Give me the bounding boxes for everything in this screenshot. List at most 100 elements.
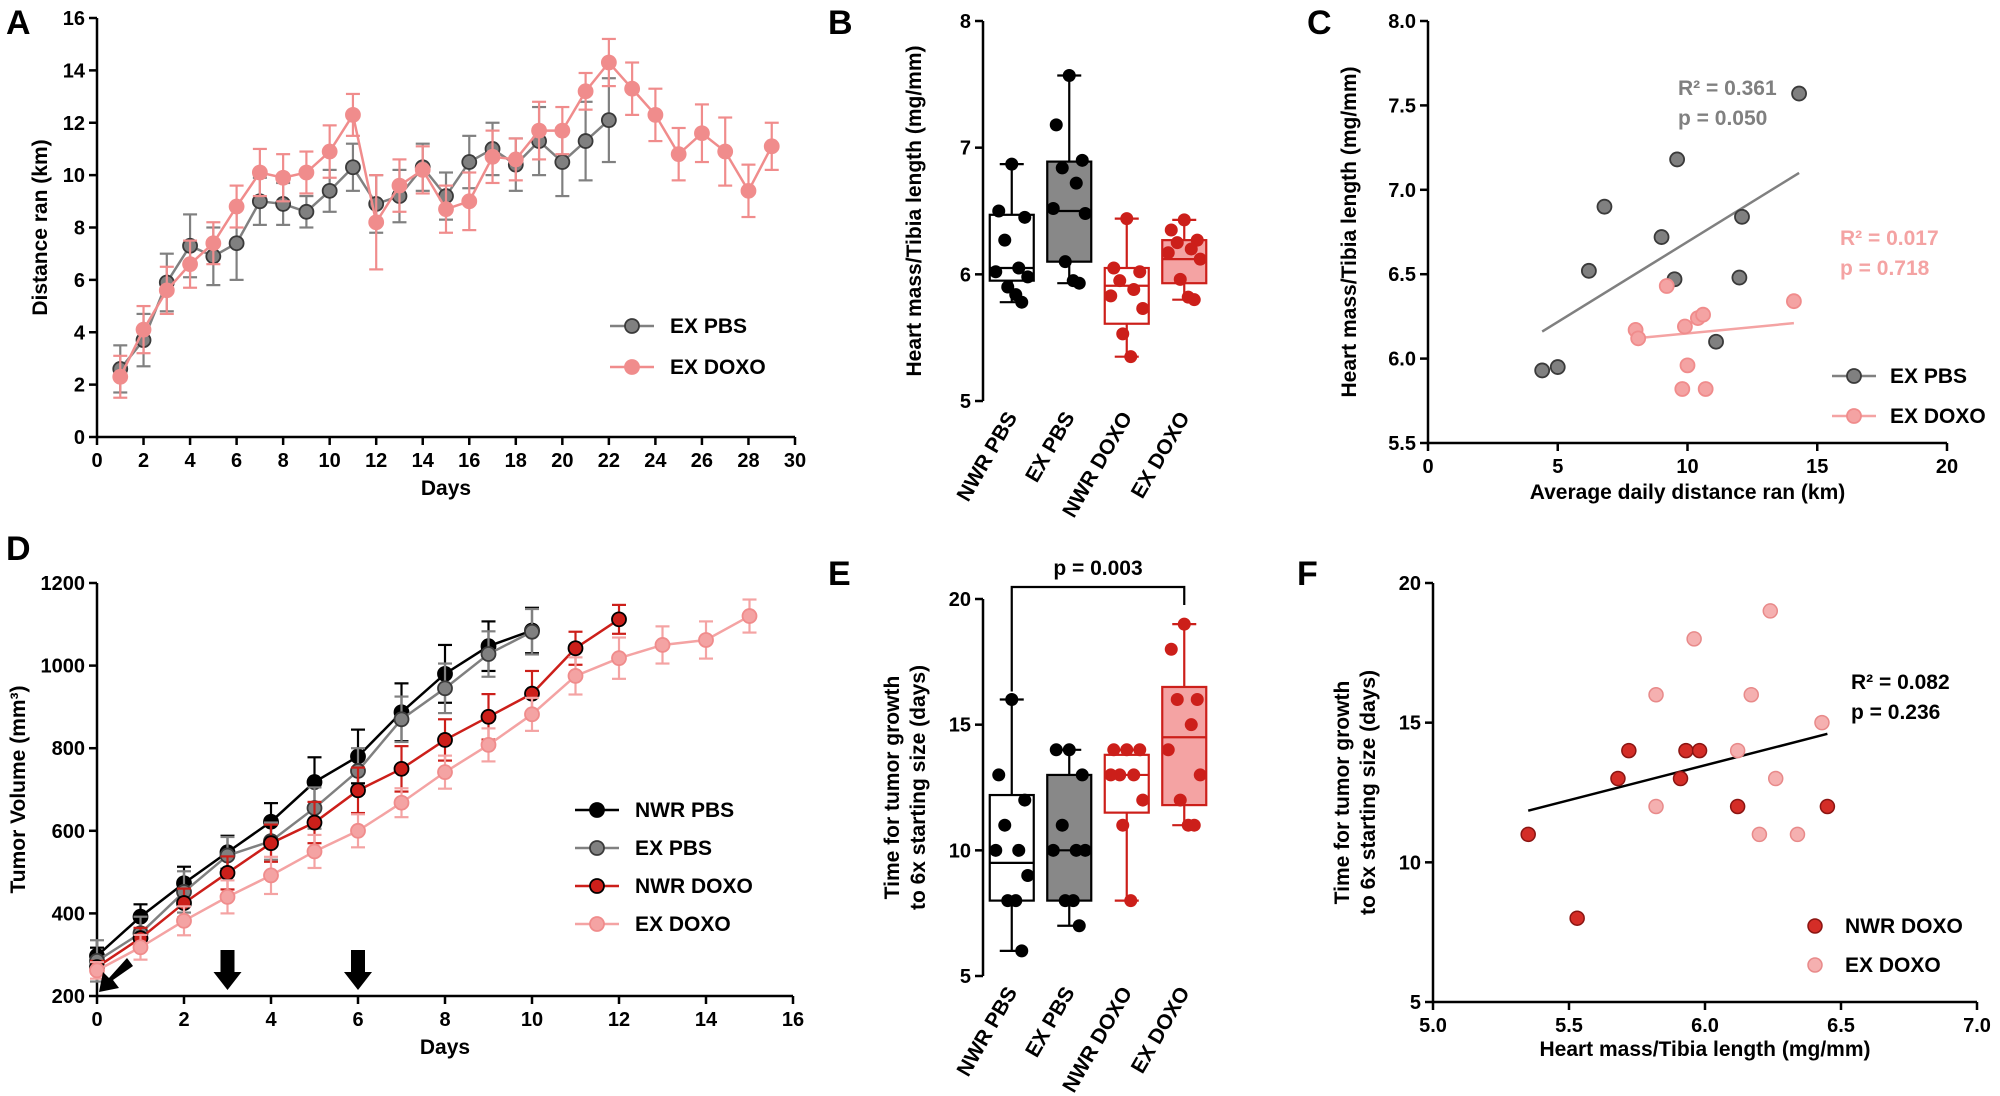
data-point bbox=[1113, 274, 1127, 288]
data-point bbox=[694, 125, 710, 142]
data-point bbox=[989, 265, 1003, 279]
x-category-label: EX DOXO bbox=[1127, 408, 1195, 502]
dose-arrow bbox=[213, 950, 242, 990]
data-point bbox=[1679, 357, 1696, 374]
data-point bbox=[176, 912, 192, 929]
x-tick-label: 10 bbox=[1676, 456, 1698, 478]
y-axis-title: to 6x starting size (days) bbox=[1357, 670, 1380, 915]
data-point bbox=[345, 106, 361, 123]
data-point bbox=[1610, 770, 1626, 787]
x-tick-label: 14 bbox=[412, 450, 435, 472]
data-point bbox=[1018, 793, 1032, 807]
legend-marker bbox=[589, 878, 605, 894]
data-point bbox=[1697, 381, 1714, 397]
data-point bbox=[135, 321, 152, 338]
data-point bbox=[1678, 742, 1694, 759]
x-category-label: EX PBS bbox=[1021, 983, 1079, 1061]
box-ex-pbs bbox=[1046, 743, 1093, 933]
data-point bbox=[611, 650, 627, 667]
panel-label-b: B bbox=[828, 4, 853, 42]
data-point bbox=[89, 962, 105, 979]
x-tick-label: 6 bbox=[231, 450, 242, 472]
x-tick-label: 6.0 bbox=[1691, 1015, 1719, 1037]
legend-marker bbox=[589, 916, 605, 932]
series-nwr-pbs bbox=[89, 606, 540, 966]
data-point bbox=[1549, 359, 1566, 375]
data-point bbox=[298, 203, 315, 220]
data-point bbox=[437, 764, 453, 781]
data-point bbox=[740, 182, 757, 199]
data-point bbox=[1677, 318, 1693, 335]
data-point bbox=[1621, 742, 1637, 759]
data-point bbox=[717, 143, 734, 160]
data-point bbox=[306, 814, 323, 831]
data-point bbox=[1729, 742, 1746, 759]
x-tick-label: 12 bbox=[365, 450, 387, 472]
panel-label-a: A bbox=[6, 4, 31, 42]
data-point bbox=[1021, 868, 1035, 882]
data-point bbox=[112, 368, 129, 385]
y-tick-label: 16 bbox=[63, 8, 85, 30]
data-point bbox=[1187, 293, 1201, 307]
y-tick-label: 0 bbox=[74, 427, 85, 449]
y-tick-label: 20 bbox=[949, 589, 971, 611]
data-point bbox=[1193, 252, 1207, 266]
x-tick-label: 20 bbox=[1936, 456, 1958, 478]
data-point bbox=[1072, 919, 1086, 933]
data-point bbox=[1791, 85, 1807, 102]
data-point bbox=[1046, 201, 1060, 215]
data-point bbox=[1648, 798, 1664, 815]
x-tick-label: 8 bbox=[439, 1009, 450, 1031]
data-point bbox=[132, 939, 149, 956]
legend-marker bbox=[589, 802, 605, 818]
x-tick-label: 16 bbox=[458, 450, 480, 472]
y-axis-title: to 6x starting size (days) bbox=[907, 665, 930, 910]
x-tick-label: 2 bbox=[138, 450, 149, 472]
data-point bbox=[992, 204, 1006, 218]
data-point bbox=[1116, 327, 1130, 341]
x-category-label: EX PBS bbox=[1021, 408, 1079, 486]
series-ex-doxo bbox=[89, 598, 758, 980]
x-tick-label: 14 bbox=[695, 1009, 718, 1031]
data-point bbox=[1062, 68, 1076, 82]
data-point bbox=[1190, 693, 1204, 707]
x-tick-label: 7.0 bbox=[1963, 1015, 1991, 1037]
y-tick-label: 5.5 bbox=[1388, 433, 1416, 455]
x-tick-label: 5.0 bbox=[1419, 1015, 1447, 1037]
data-point bbox=[670, 146, 687, 163]
data-point bbox=[1691, 742, 1708, 759]
data-point bbox=[251, 164, 268, 181]
legend-marker bbox=[589, 840, 605, 856]
data-point bbox=[998, 233, 1012, 247]
data-point bbox=[484, 148, 501, 165]
y-tick-label: 8 bbox=[74, 218, 85, 240]
x-tick-label: 4 bbox=[265, 1009, 277, 1031]
data-point bbox=[989, 843, 1003, 857]
series-ex-doxo bbox=[1627, 278, 1802, 397]
data-point bbox=[368, 214, 385, 231]
y-tick-label: 6.0 bbox=[1388, 349, 1416, 371]
box-nwr-pbs bbox=[988, 693, 1035, 958]
legend-label: NWR PBS bbox=[635, 799, 734, 822]
data-point bbox=[554, 122, 571, 139]
y-tick-label: 4 bbox=[74, 322, 86, 344]
data-point bbox=[698, 632, 714, 648]
legend-marker bbox=[1846, 408, 1862, 424]
data-point bbox=[1133, 265, 1147, 279]
panel-label-d: D bbox=[6, 530, 31, 568]
data-point bbox=[524, 706, 540, 723]
x-tick-label: 2 bbox=[178, 1009, 189, 1031]
y-tick-label: 5 bbox=[1410, 992, 1421, 1014]
data-point bbox=[1046, 843, 1060, 857]
data-point bbox=[567, 640, 584, 657]
legend-marker bbox=[624, 318, 640, 334]
y-tick-label: 6 bbox=[960, 264, 971, 286]
data-point bbox=[321, 182, 338, 199]
data-point bbox=[1173, 272, 1187, 286]
x-tick-label: 16 bbox=[782, 1009, 804, 1031]
data-point bbox=[321, 143, 338, 160]
data-point bbox=[600, 54, 617, 71]
y-tick-label: 7.5 bbox=[1388, 95, 1416, 117]
regression-line bbox=[1541, 171, 1800, 333]
x-tick-label: 10 bbox=[319, 450, 341, 472]
